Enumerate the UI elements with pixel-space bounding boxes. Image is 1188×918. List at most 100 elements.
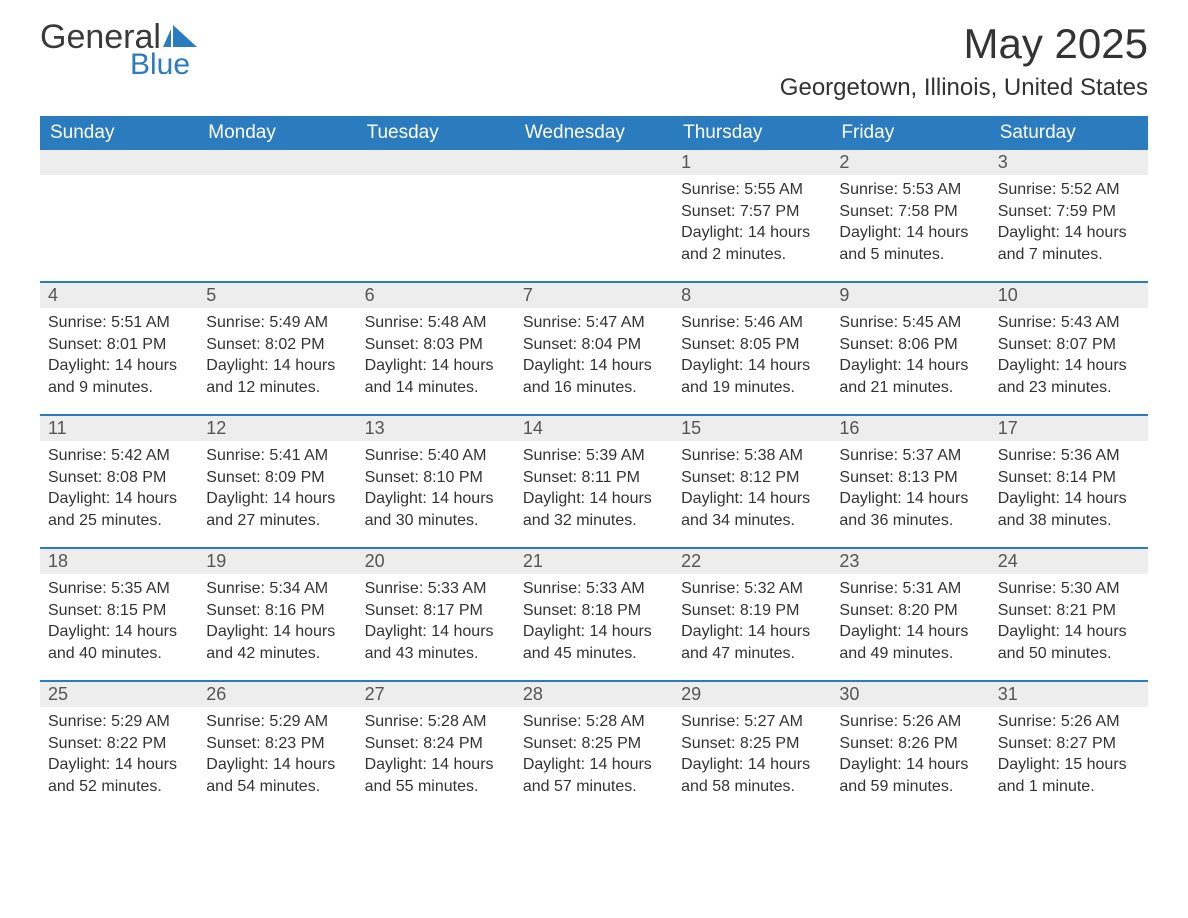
- sunrise-text: Sunrise: 5:28 AM: [523, 711, 665, 733]
- sunrise-text: Sunrise: 5:55 AM: [681, 179, 823, 201]
- sunset-text: Sunset: 8:25 PM: [681, 733, 823, 755]
- day-details: Sunrise: 5:33 AMSunset: 8:18 PMDaylight:…: [515, 574, 673, 664]
- sunrise-text: Sunrise: 5:52 AM: [998, 179, 1140, 201]
- day-details: Sunrise: 5:31 AMSunset: 8:20 PMDaylight:…: [831, 574, 989, 664]
- day-cell: 1 Sunrise: 5:55 AMSunset: 7:57 PMDaylight…: [673, 150, 831, 282]
- daylight-text: Daylight: 14 hours and 38 minutes.: [998, 488, 1140, 531]
- daylight-text: Daylight: 14 hours and 58 minutes.: [681, 754, 823, 797]
- daylight-text: Daylight: 14 hours and 36 minutes.: [839, 488, 981, 531]
- weekday-header: Friday: [831, 116, 989, 150]
- sunrise-text: Sunrise: 5:38 AM: [681, 445, 823, 467]
- day-number: 5: [198, 283, 356, 308]
- weekday-header: Monday: [198, 116, 356, 150]
- day-number: 27: [357, 682, 515, 707]
- day-number: 20: [357, 549, 515, 574]
- sunrise-text: Sunrise: 5:40 AM: [365, 445, 507, 467]
- location-label: Georgetown, Illinois, United States: [780, 74, 1148, 102]
- sunset-text: Sunset: 8:16 PM: [206, 600, 348, 622]
- day-number: 18: [40, 549, 198, 574]
- sunset-text: Sunset: 7:57 PM: [681, 201, 823, 223]
- day-number: 2: [831, 150, 989, 175]
- day-details: Sunrise: 5:48 AMSunset: 8:03 PMDaylight:…: [357, 308, 515, 398]
- sunset-text: Sunset: 8:26 PM: [839, 733, 981, 755]
- day-number: 8: [673, 283, 831, 308]
- daylight-text: Daylight: 14 hours and 16 minutes.: [523, 355, 665, 398]
- day-details: Sunrise: 5:45 AMSunset: 8:06 PMDaylight:…: [831, 308, 989, 398]
- day-details: Sunrise: 5:34 AMSunset: 8:16 PMDaylight:…: [198, 574, 356, 664]
- day-number: [198, 150, 356, 175]
- sunrise-text: Sunrise: 5:41 AM: [206, 445, 348, 467]
- sunrise-text: Sunrise: 5:36 AM: [998, 445, 1140, 467]
- day-details: Sunrise: 5:52 AMSunset: 7:59 PMDaylight:…: [990, 175, 1148, 265]
- daylight-text: Daylight: 14 hours and 47 minutes.: [681, 621, 823, 664]
- day-number: 12: [198, 416, 356, 441]
- day-cell: 9Sunrise: 5:45 AMSunset: 8:06 PMDaylight…: [831, 283, 989, 415]
- sunrise-text: Sunrise: 5:28 AM: [365, 711, 507, 733]
- sunrise-text: Sunrise: 5:30 AM: [998, 578, 1140, 600]
- day-number: 14: [515, 416, 673, 441]
- daylight-text: Daylight: 14 hours and 34 minutes.: [681, 488, 823, 531]
- calendar-table: SundayMondayTuesdayWednesdayThursdayFrid…: [40, 116, 1148, 814]
- daylight-text: Daylight: 14 hours and 14 minutes.: [365, 355, 507, 398]
- sunrise-text: Sunrise: 5:45 AM: [839, 312, 981, 334]
- day-number: 1: [673, 150, 831, 175]
- daylight-text: Daylight: 14 hours and 59 minutes.: [839, 754, 981, 797]
- daylight-text: Daylight: 14 hours and 25 minutes.: [48, 488, 190, 531]
- day-cell: 24Sunrise: 5:30 AMSunset: 8:21 PMDayligh…: [990, 549, 1148, 681]
- sunrise-text: Sunrise: 5:33 AM: [523, 578, 665, 600]
- day-cell: 8Sunrise: 5:46 AMSunset: 8:05 PMDaylight…: [673, 283, 831, 415]
- daylight-text: Daylight: 14 hours and 32 minutes.: [523, 488, 665, 531]
- week-row: 18Sunrise: 5:35 AMSunset: 8:15 PMDayligh…: [40, 549, 1148, 681]
- daylight-text: Daylight: 14 hours and 5 minutes.: [839, 222, 981, 265]
- day-cell: 27Sunrise: 5:28 AMSunset: 8:24 PMDayligh…: [357, 682, 515, 814]
- daylight-text: Daylight: 14 hours and 2 minutes.: [681, 222, 823, 265]
- day-details: Sunrise: 5:42 AMSunset: 8:08 PMDaylight:…: [40, 441, 198, 531]
- weekday-header: Thursday: [673, 116, 831, 150]
- day-number: 6: [357, 283, 515, 308]
- sunrise-text: Sunrise: 5:26 AM: [998, 711, 1140, 733]
- day-details: Sunrise: 5:51 AMSunset: 8:01 PMDaylight:…: [40, 308, 198, 398]
- day-number: 7: [515, 283, 673, 308]
- day-details: Sunrise: 5:26 AMSunset: 8:27 PMDaylight:…: [990, 707, 1148, 797]
- sunrise-text: Sunrise: 5:29 AM: [206, 711, 348, 733]
- sunrise-text: Sunrise: 5:34 AM: [206, 578, 348, 600]
- sunset-text: Sunset: 8:08 PM: [48, 467, 190, 489]
- title-block: May 2025 Georgetown, Illinois, United St…: [780, 20, 1148, 112]
- day-number: [515, 150, 673, 175]
- day-number: [357, 150, 515, 175]
- daylight-text: Daylight: 14 hours and 57 minutes.: [523, 754, 665, 797]
- day-number: 3: [990, 150, 1148, 175]
- logo: General Blue: [40, 20, 199, 82]
- sunset-text: Sunset: 8:07 PM: [998, 334, 1140, 356]
- daylight-text: Daylight: 14 hours and 21 minutes.: [839, 355, 981, 398]
- daylight-text: Daylight: 14 hours and 23 minutes.: [998, 355, 1140, 398]
- day-details: Sunrise: 5:35 AMSunset: 8:15 PMDaylight:…: [40, 574, 198, 664]
- day-cell: 15Sunrise: 5:38 AMSunset: 8:12 PMDayligh…: [673, 416, 831, 548]
- day-details: Sunrise: 5:28 AMSunset: 8:24 PMDaylight:…: [357, 707, 515, 797]
- day-number: 19: [198, 549, 356, 574]
- daylight-text: Daylight: 14 hours and 19 minutes.: [681, 355, 823, 398]
- sunset-text: Sunset: 8:27 PM: [998, 733, 1140, 755]
- day-number: 22: [673, 549, 831, 574]
- sunrise-text: Sunrise: 5:43 AM: [998, 312, 1140, 334]
- day-cell: 10Sunrise: 5:43 AMSunset: 8:07 PMDayligh…: [990, 283, 1148, 415]
- day-details: Sunrise: 5:28 AMSunset: 8:25 PMDaylight:…: [515, 707, 673, 797]
- day-cell: [40, 150, 198, 282]
- header: General Blue May 2025 Georgetown, Illino…: [40, 20, 1148, 112]
- day-number: 25: [40, 682, 198, 707]
- day-cell: 13Sunrise: 5:40 AMSunset: 8:10 PMDayligh…: [357, 416, 515, 548]
- day-details: Sunrise: 5:29 AMSunset: 8:22 PMDaylight:…: [40, 707, 198, 797]
- weekday-header: Wednesday: [515, 116, 673, 150]
- sunset-text: Sunset: 8:23 PM: [206, 733, 348, 755]
- sunset-text: Sunset: 8:19 PM: [681, 600, 823, 622]
- sunrise-text: Sunrise: 5:46 AM: [681, 312, 823, 334]
- sunset-text: Sunset: 8:09 PM: [206, 467, 348, 489]
- day-cell: 4Sunrise: 5:51 AMSunset: 8:01 PMDaylight…: [40, 283, 198, 415]
- day-details: Sunrise: 5:41 AMSunset: 8:09 PMDaylight:…: [198, 441, 356, 531]
- sunrise-text: Sunrise: 5:29 AM: [48, 711, 190, 733]
- day-cell: [515, 150, 673, 282]
- sunrise-text: Sunrise: 5:32 AM: [681, 578, 823, 600]
- day-cell: 28Sunrise: 5:28 AMSunset: 8:25 PMDayligh…: [515, 682, 673, 814]
- calendar-body: 1Sunrise: 5:55 AMSunset: 7:57 PMDaylight…: [40, 150, 1148, 814]
- sunset-text: Sunset: 8:02 PM: [206, 334, 348, 356]
